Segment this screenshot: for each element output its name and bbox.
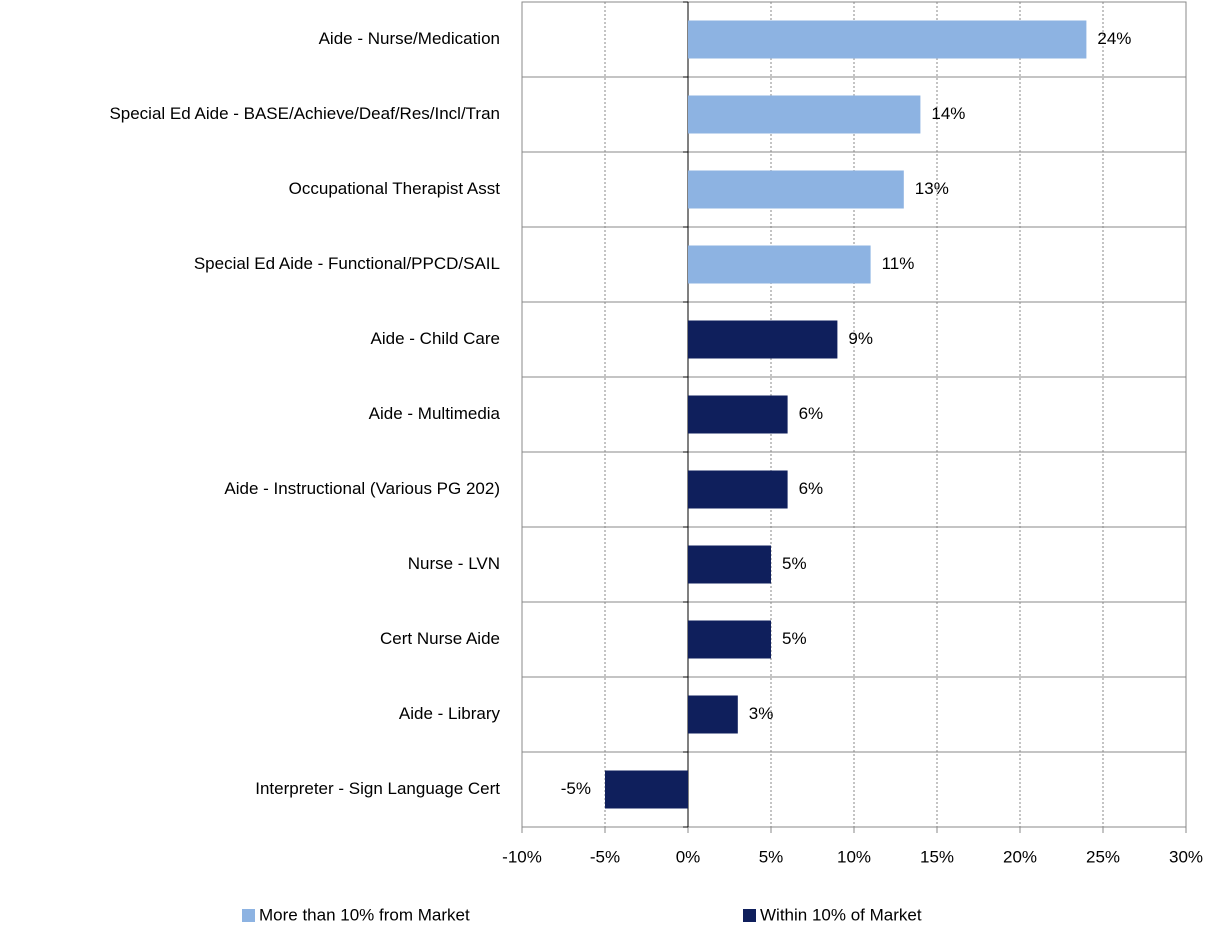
bar: [688, 20, 1087, 59]
bar: [688, 95, 921, 134]
legend-label: More than 10% from Market: [259, 905, 470, 924]
data-label: 11%: [882, 254, 915, 273]
category-label: Interpreter - Sign Language Cert: [255, 779, 500, 798]
data-label: 9%: [848, 329, 873, 348]
data-label: 5%: [782, 554, 807, 573]
data-label: -5%: [561, 779, 591, 798]
data-label: 14%: [931, 104, 965, 123]
bar: [688, 170, 904, 209]
category-label: Aide - Instructional (Various PG 202): [224, 479, 500, 498]
category-label: Aide - Nurse/Medication: [319, 29, 500, 48]
bar: [605, 770, 688, 809]
bar: [688, 545, 771, 584]
bar: [688, 470, 788, 509]
x-tick-label: 20%: [1003, 847, 1037, 866]
x-tick-label: 25%: [1086, 847, 1120, 866]
category-label: Cert Nurse Aide: [380, 629, 500, 648]
legend-label: Within 10% of Market: [760, 905, 922, 924]
x-tick-label: 10%: [837, 847, 871, 866]
data-label: 6%: [799, 404, 824, 423]
legend-swatch: [242, 909, 255, 922]
category-label: Aide - Multimedia: [369, 404, 501, 423]
category-label: Special Ed Aide - BASE/Achieve/Deaf/Res/…: [109, 104, 500, 123]
x-tick-label: -10%: [502, 847, 542, 866]
category-label: Aide - Child Care: [371, 329, 500, 348]
x-tick-label: 5%: [759, 847, 784, 866]
data-label: 6%: [799, 479, 824, 498]
x-tick-label: -5%: [590, 847, 620, 866]
category-label: Nurse - LVN: [408, 554, 500, 573]
legend-swatch: [743, 909, 756, 922]
category-label: Special Ed Aide - Functional/PPCD/SAIL: [194, 254, 500, 273]
x-tick-label: 30%: [1169, 847, 1203, 866]
bar: [688, 395, 788, 434]
bar: [688, 620, 771, 659]
data-label: 13%: [915, 179, 949, 198]
data-label: 5%: [782, 629, 807, 648]
category-label: Aide - Library: [399, 704, 501, 723]
bar: [688, 245, 871, 284]
data-label: 24%: [1097, 29, 1131, 48]
category-label: Occupational Therapist Asst: [289, 179, 501, 198]
x-tick-label: 0%: [676, 847, 701, 866]
x-tick-label: 15%: [920, 847, 954, 866]
bar: [688, 695, 738, 734]
data-label: 3%: [749, 704, 774, 723]
bar: [688, 320, 838, 359]
